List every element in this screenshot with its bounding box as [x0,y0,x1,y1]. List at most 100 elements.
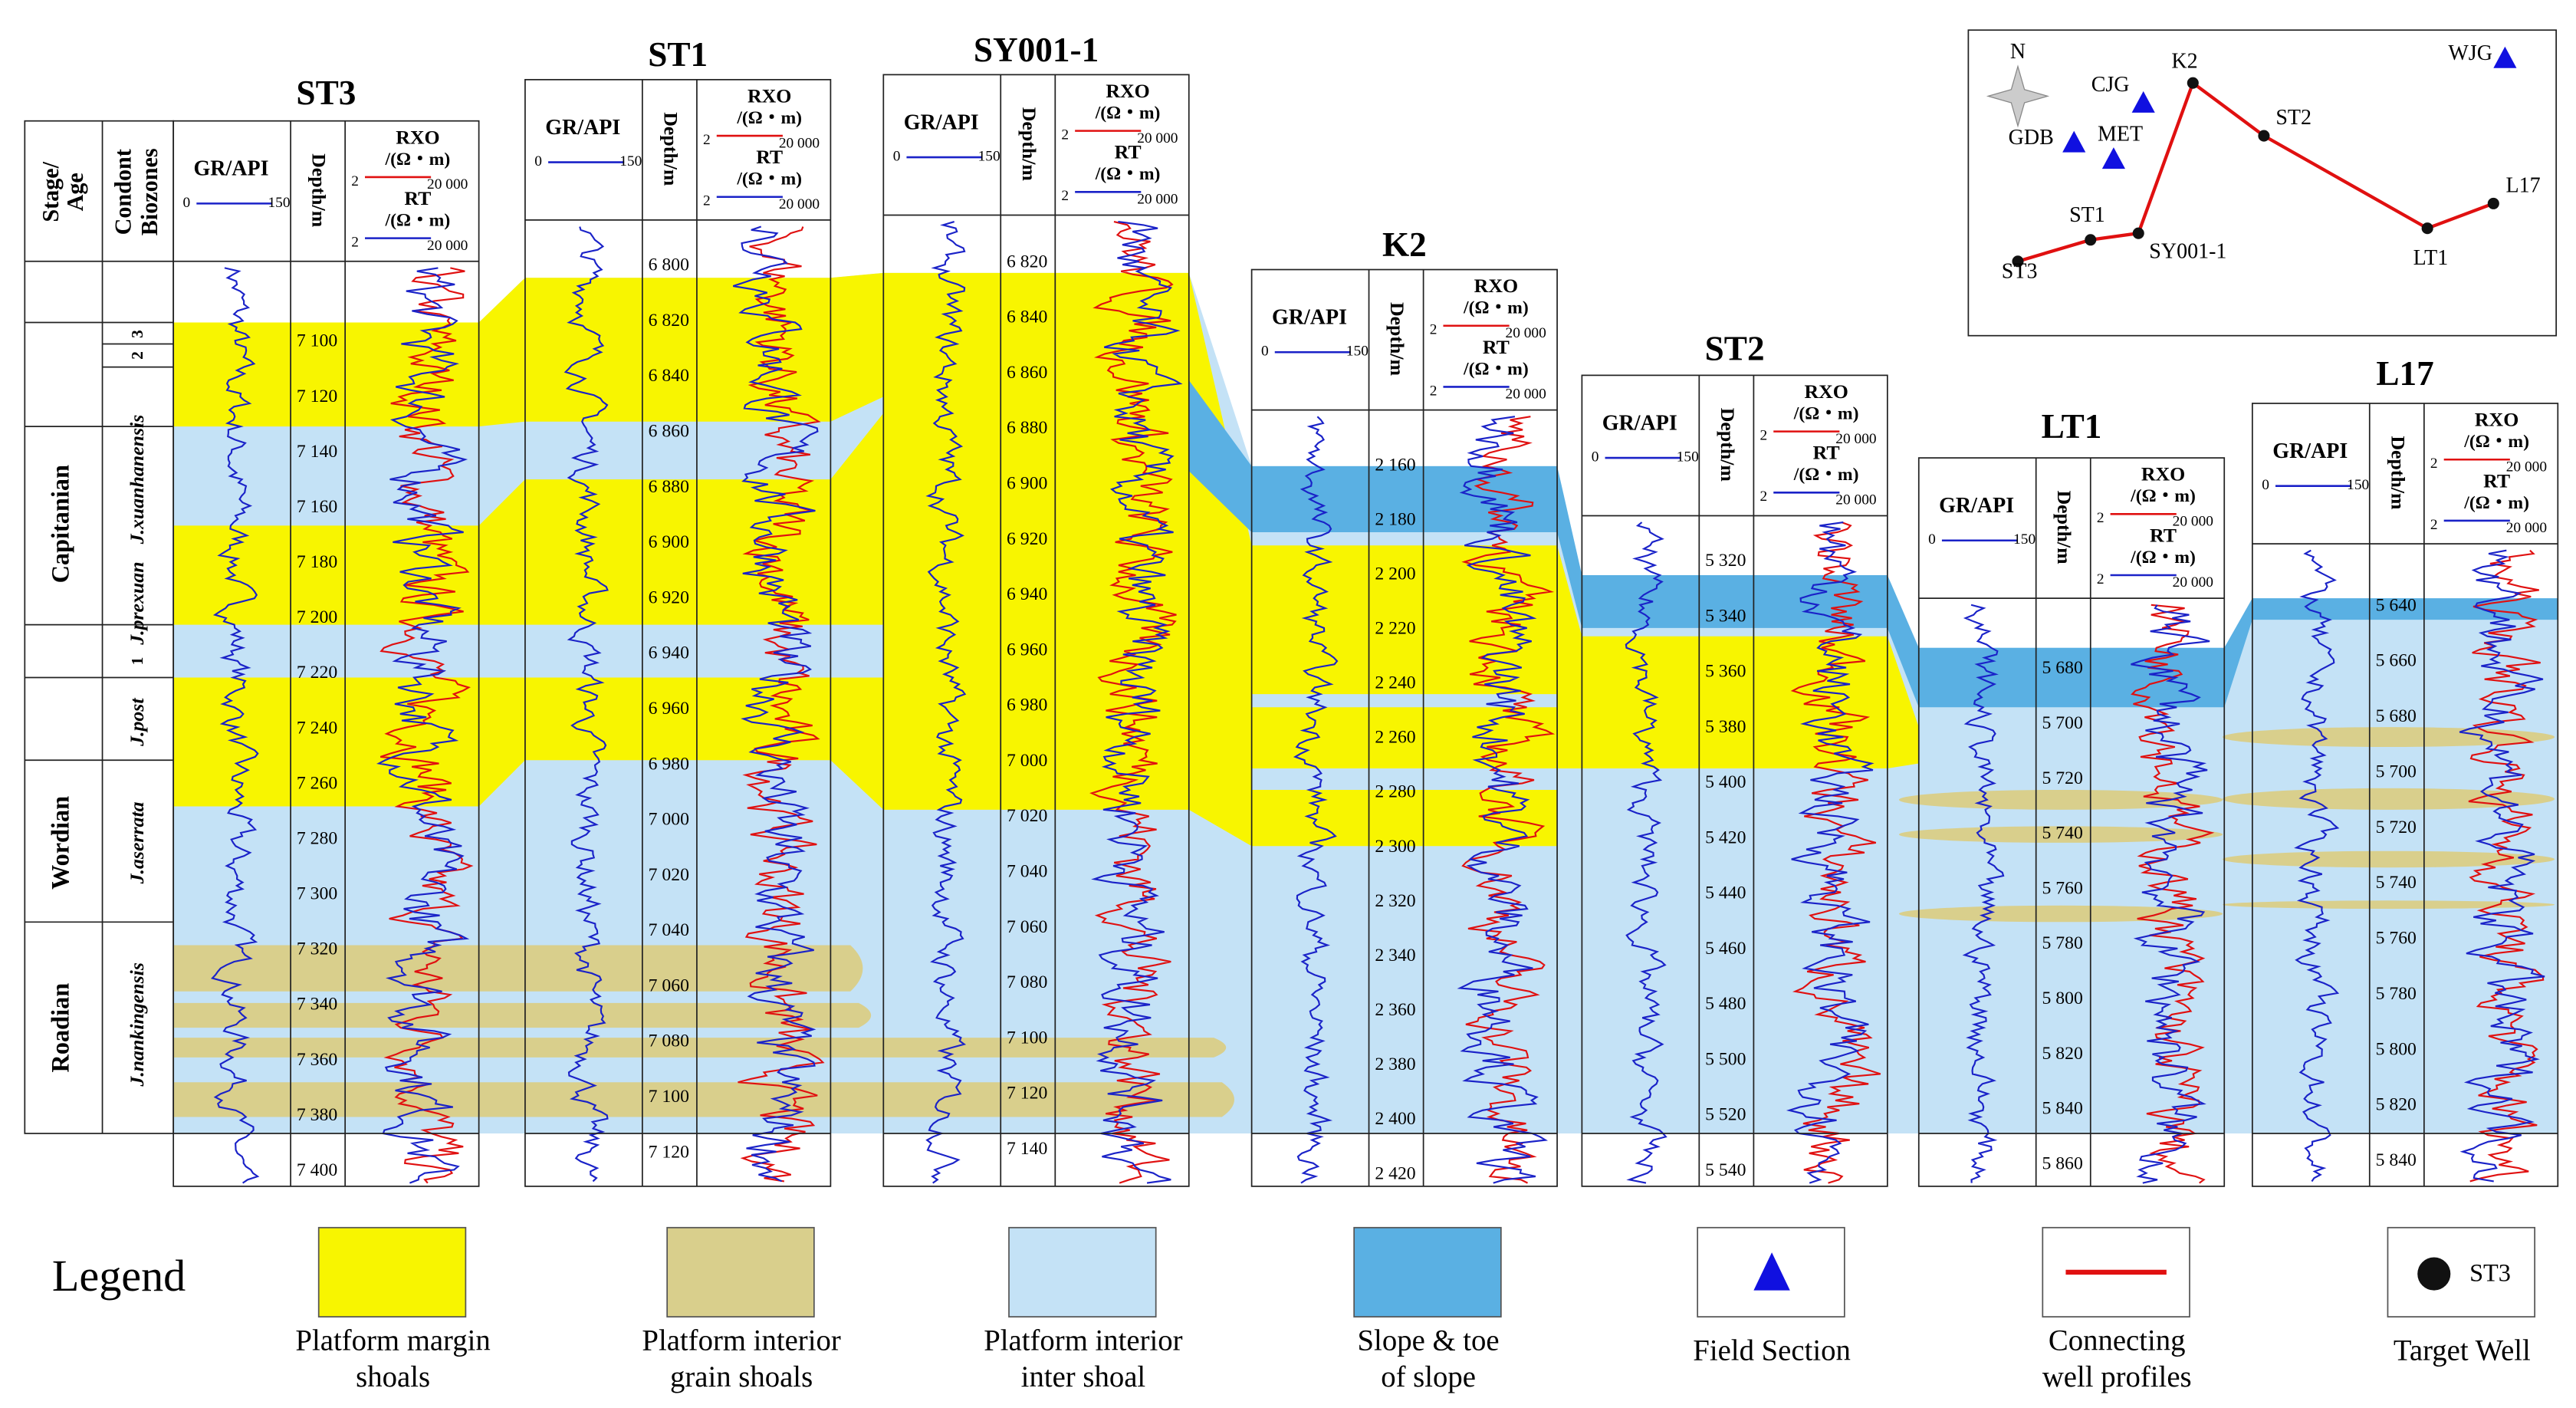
depth-label: 5 720 [2042,768,2083,788]
gr-max: 150 [619,153,642,169]
rt-header: RT [1115,141,1142,163]
depth-label: 2 320 [1375,891,1415,911]
depth-label: 5 540 [1705,1160,1746,1180]
zone-number: 2 [128,351,146,360]
facies-layer [173,272,2558,1134]
depth-label: 5 720 [2376,817,2417,837]
well-frame [1581,374,1888,1187]
gr-max: 150 [2347,477,2369,493]
zone-number: 1 [128,657,146,666]
depth-label: 6 940 [649,643,689,663]
stage-table [24,120,175,1134]
well-name: ST2 [1705,330,1765,368]
res-min: 2 [351,173,359,189]
well-dot [2132,227,2144,239]
unit: /(Ω・m) [2130,486,2196,506]
depth-label: 6 800 [649,255,689,275]
depth-label: 6 840 [1007,308,1047,327]
res-max: 20 000 [2506,520,2547,536]
res-min: 2 [351,235,359,251]
res-max: 20 000 [2173,574,2213,591]
gr-min: 0 [183,195,191,211]
depth-label: 5 740 [2376,873,2417,893]
log-curve [210,267,260,1184]
depth-label: 6 860 [649,422,689,442]
biozone-header: Biozones [136,148,163,235]
depth-header: Depth/m [2053,490,2075,564]
depth-label: 6 920 [649,587,689,607]
unit: /(Ω・m) [1095,164,1161,184]
margin-shoal [1251,707,1558,768]
well-dot [2085,234,2097,246]
grain-shoal [2223,788,2555,810]
depth-label: 2 340 [1375,946,1415,966]
depth-label: 5 460 [1705,939,1746,959]
depth-label: 7 120 [297,387,337,406]
res-min: 2 [703,132,711,148]
well-name: ST3 [296,74,356,112]
stage-name: Wordian [46,796,74,890]
legend-swatch [666,1226,815,1318]
gr-header: GR/API [545,116,620,140]
log-curve [2131,604,2210,1184]
well-frame [172,120,480,1187]
depth-label: 5 760 [2376,929,2417,949]
depth-label: 2 420 [1375,1163,1415,1183]
log-curve [1625,521,1668,1184]
res-max: 20 000 [1835,431,1876,447]
depth-label: 5 820 [2042,1044,2083,1064]
depth-label: 5 420 [1705,827,1746,847]
depth-label: 5 860 [2042,1153,2083,1173]
rxo-header: RXO [2475,409,2518,431]
legend-label: shoals [356,1360,430,1393]
log-curve [925,221,967,1184]
field-section [2131,90,2155,113]
inter-shoal [1918,647,2225,1133]
depth-label: 6 880 [1007,418,1047,438]
grain-shoal [173,945,863,992]
slope [2224,598,2252,708]
gr-min: 0 [1928,531,1936,548]
depth-header: Depth/m [1018,107,1040,182]
depth-label: 5 780 [2042,933,2083,953]
depth-label: 7 160 [297,497,337,517]
unit: /(Ω・m) [1095,104,1161,123]
depth-label: 5 740 [2042,824,2083,844]
gr-header: GR/API [1272,306,1347,330]
well-frame [1250,268,1558,1187]
legend-sample: ST3 [2469,1259,2511,1287]
legend-swatch [1008,1226,1157,1318]
depth-label: 6 880 [649,477,689,497]
stage-name: Capitanian [46,465,74,583]
rxo-header: RXO [1474,275,1518,297]
map-frame [1967,29,2558,337]
legend-label: well profiles [2042,1360,2192,1393]
depth-label: 7 000 [649,810,689,830]
depth-label: 6 820 [1007,252,1047,271]
depth-label: 2 240 [1375,673,1415,693]
depth-label: 7 020 [1007,806,1047,826]
depth-label: 6 840 [649,366,689,386]
depth-label: 5 820 [2376,1095,2417,1115]
margin-shoal [830,677,884,810]
gr-max: 150 [978,149,1001,165]
biozone-name: J.nankingensis [126,962,148,1087]
depth-label: 7 080 [1007,972,1047,992]
gr-min: 0 [534,153,542,169]
slope [1582,575,1888,628]
unit: /(Ω・m) [1793,465,1859,485]
map-label: SY001-1 [2149,239,2226,263]
log-curve [380,267,474,1184]
gr-header: GR/API [1602,411,1677,435]
log-curve [376,267,470,1184]
rxo-header: RXO [2141,463,2185,485]
gr-header: GR/API [2272,439,2348,463]
unit: /(Ω・m) [2130,548,2196,567]
slope [1918,647,2225,708]
legend-label: inter shoal [1021,1360,1146,1393]
log-curve [2294,549,2340,1183]
depth-label: 7 140 [1007,1139,1047,1159]
gr-min: 0 [1261,344,1269,360]
margin-shoal [478,677,525,807]
depth-label: 5 660 [2376,651,2417,671]
